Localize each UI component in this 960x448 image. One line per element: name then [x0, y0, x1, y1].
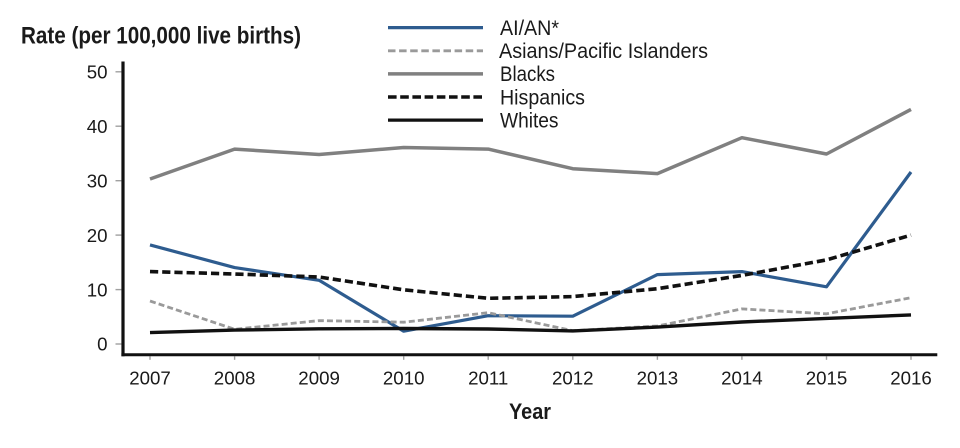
svg-text:2008: 2008 — [214, 368, 256, 389]
svg-text:2010: 2010 — [383, 368, 425, 389]
svg-text:0: 0 — [97, 334, 107, 355]
svg-text:2013: 2013 — [637, 368, 679, 389]
svg-text:AI/AN*: AI/AN* — [500, 17, 559, 40]
svg-text:10: 10 — [87, 279, 108, 300]
svg-text:2014: 2014 — [721, 368, 763, 389]
svg-text:Rate (per 100,000 live births): Rate (per 100,000 live births) — [21, 23, 301, 50]
svg-text:2009: 2009 — [298, 368, 340, 389]
svg-text:2011: 2011 — [468, 368, 508, 389]
svg-text:2015: 2015 — [806, 368, 848, 389]
svg-text:2012: 2012 — [552, 368, 594, 389]
svg-text:Year: Year — [509, 399, 551, 424]
svg-text:Blacks: Blacks — [500, 63, 555, 86]
svg-text:40: 40 — [87, 116, 108, 137]
svg-text:30: 30 — [87, 170, 108, 191]
svg-text:Whites: Whites — [500, 109, 559, 132]
svg-text:Asians/Pacific Islanders: Asians/Pacific Islanders — [499, 40, 708, 63]
svg-text:2007: 2007 — [129, 368, 171, 389]
svg-text:50: 50 — [87, 62, 108, 83]
svg-text:20: 20 — [87, 225, 108, 246]
svg-text:Hispanics: Hispanics — [500, 86, 585, 109]
svg-text:2016: 2016 — [890, 368, 932, 389]
